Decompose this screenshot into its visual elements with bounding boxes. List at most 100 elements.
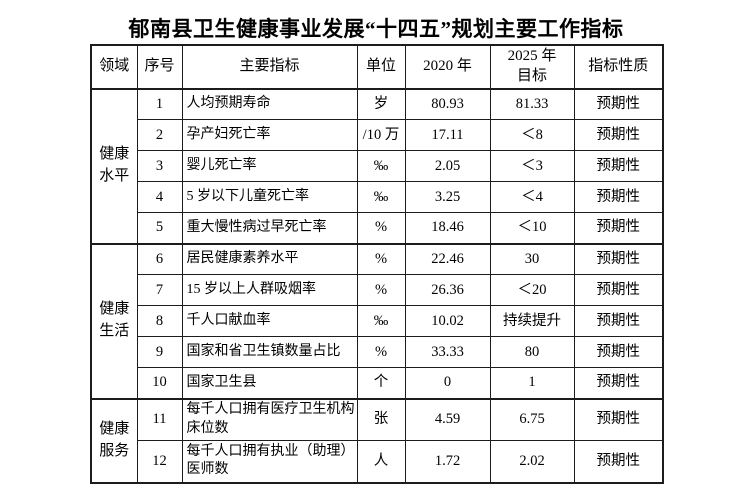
cell-no: 3: [136, 150, 183, 183]
cell-unit: %: [356, 212, 406, 245]
cell-no: 8: [136, 305, 183, 338]
cell-2020: 17.11: [404, 119, 491, 152]
cell-nature: 预期性: [573, 181, 664, 214]
cell-unit: ‰: [356, 181, 406, 214]
cell-2025-target: 30: [489, 242, 575, 276]
cell-nature: 预期性: [573, 397, 664, 442]
cell-2020: 22.46: [404, 242, 491, 276]
cell-no: 9: [136, 336, 183, 369]
col-header-2025-line1: 2025 年: [507, 48, 557, 64]
group-health-level: 健康水平 1 人均预期寿命 岁 80.93 81.33 预期性 2 孕产妇死亡率…: [90, 87, 664, 245]
cell-2025-target: 1: [489, 367, 575, 400]
cell-indicator: 国家卫生县: [181, 367, 358, 400]
cell-indicator: 15 岁以上人群吸烟率: [181, 274, 358, 307]
cell-2025-target: 6.75: [489, 397, 575, 442]
cell-nature: 预期性: [573, 336, 664, 369]
cell-2025-target: ＜3: [489, 150, 575, 183]
cell-2020: 33.33: [404, 336, 491, 369]
cell-no: 10: [136, 367, 183, 400]
cell-indicator: 人均预期寿命: [181, 87, 358, 121]
cell-unit: ‰: [356, 305, 406, 338]
group-field-label: 健康服务: [90, 397, 138, 484]
indicators-table: 领域 序号 主要指标 单位 2020 年 2025 年 目标 指标性质 健康水平…: [90, 44, 664, 484]
cell-no: 4: [136, 181, 183, 214]
cell-2020: 2.05: [404, 150, 491, 183]
cell-nature: 预期性: [573, 440, 664, 484]
cell-2020: 4.59: [404, 397, 491, 442]
cell-indicator: 每千人口拥有执业（助理）医师数: [181, 440, 358, 484]
cell-indicator: 国家和省卫生镇数量占比: [181, 336, 358, 369]
cell-nature: 预期性: [573, 87, 664, 121]
cell-nature: 预期性: [573, 274, 664, 307]
cell-indicator: 5 岁以下儿童死亡率: [181, 181, 358, 214]
cell-indicator: 千人口献血率: [181, 305, 358, 338]
cell-2020: 1.72: [404, 440, 491, 484]
cell-unit: 人: [356, 440, 406, 484]
table-row: 9 国家和省卫生镇数量占比 % 33.33 80 预期性: [91, 336, 664, 369]
cell-2025-target: ＜20: [489, 274, 575, 307]
col-header-unit: 单位: [356, 44, 406, 90]
cell-2025-target: 持续提升: [489, 305, 575, 338]
col-header-2025-line2: 目标: [516, 67, 547, 84]
table-row: 10 国家卫生县 个 0 1 预期性: [91, 367, 664, 400]
cell-nature: 预期性: [573, 242, 664, 276]
cell-indicator: 居民健康素养水平: [181, 242, 358, 276]
table-row: 健康生活 6 居民健康素养水平 % 22.46 30 预期性: [90, 242, 664, 400]
cell-2020: 3.25: [404, 181, 491, 214]
table-row: 5 重大慢性病过早死亡率 % 18.46 ＜10 预期性: [91, 212, 664, 245]
cell-no: 2: [136, 119, 183, 152]
col-header-no: 序号: [136, 44, 183, 90]
cell-2025-target: 2.02: [489, 440, 575, 484]
cell-2020: 26.36: [404, 274, 491, 307]
cell-2020: 0: [404, 367, 491, 400]
table-row: 3 婴儿死亡率 ‰ 2.05 ＜3 预期性: [91, 150, 664, 183]
cell-no: 6: [136, 242, 183, 276]
group-field-label: 健康水平: [90, 87, 138, 245]
cell-nature: 预期性: [573, 119, 664, 152]
cell-unit: 张: [356, 397, 406, 442]
cell-no: 11: [136, 397, 183, 442]
cell-unit: 个: [356, 367, 406, 400]
table-row: 4 5 岁以下儿童死亡率 ‰ 3.25 ＜4 预期性: [91, 181, 664, 214]
table-row: 健康水平 1 人均预期寿命 岁 80.93 81.33 预期性: [90, 87, 664, 245]
cell-no: 12: [136, 440, 183, 484]
table-row: 8 千人口献血率 ‰ 10.02 持续提升 预期性: [91, 305, 664, 338]
cell-nature: 预期性: [573, 150, 664, 183]
cell-unit: 岁: [356, 87, 406, 121]
group-health-service: 健康服务 11 每千人口拥有医疗卫生机构床位数 张 4.59 6.75 预期性 …: [90, 397, 664, 484]
cell-unit: %: [356, 274, 406, 307]
col-header-2020: 2020 年: [404, 44, 491, 90]
cell-nature: 预期性: [573, 367, 664, 400]
cell-2025-target: 80: [489, 336, 575, 369]
cell-nature: 预期性: [573, 305, 664, 338]
cell-2025-target: ＜4: [489, 181, 575, 214]
col-header-field: 领域: [90, 44, 138, 90]
cell-no: 7: [136, 274, 183, 307]
table-header: 领域 序号 主要指标 单位 2020 年 2025 年 目标 指标性质: [90, 44, 664, 90]
group-field-label: 健康生活: [90, 242, 138, 400]
col-header-indicator: 主要指标: [181, 44, 358, 90]
cell-2025-target: ＜10: [489, 212, 575, 245]
cell-indicator: 孕产妇死亡率: [181, 119, 358, 152]
cell-indicator: 每千人口拥有医疗卫生机构床位数: [181, 397, 358, 442]
cell-no: 5: [136, 212, 183, 245]
cell-no: 1: [136, 87, 183, 121]
cell-nature: 预期性: [573, 212, 664, 245]
cell-2025-target: ＜8: [489, 119, 575, 152]
cell-2020: 18.46: [404, 212, 491, 245]
cell-indicator: 婴儿死亡率: [181, 150, 358, 183]
table-row: 健康服务 11 每千人口拥有医疗卫生机构床位数 张 4.59 6.75 预期性: [90, 397, 664, 484]
document-title: 郁南县卫生健康事业发展“十四五”规划主要工作指标: [128, 17, 624, 41]
col-header-nature: 指标性质: [573, 44, 664, 90]
cell-2020: 10.02: [404, 305, 491, 338]
col-header-2025-target: 2025 年 目标: [489, 44, 575, 90]
cell-2025-target: 81.33: [489, 87, 575, 121]
table-row: 12 每千人口拥有执业（助理）医师数 人 1.72 2.02 预期性: [91, 440, 664, 484]
cell-2020: 80.93: [404, 87, 491, 121]
group-health-life: 健康生活 6 居民健康素养水平 % 22.46 30 预期性 7 15 岁以上人…: [90, 242, 664, 400]
table-row: 2 孕产妇死亡率 /10 万 17.11 ＜8 预期性: [91, 119, 664, 152]
cell-indicator: 重大慢性病过早死亡率: [181, 212, 358, 245]
header-row: 领域 序号 主要指标 单位 2020 年 2025 年 目标 指标性质: [90, 44, 664, 90]
table-row: 7 15 岁以上人群吸烟率 % 26.36 ＜20 预期性: [91, 274, 664, 307]
